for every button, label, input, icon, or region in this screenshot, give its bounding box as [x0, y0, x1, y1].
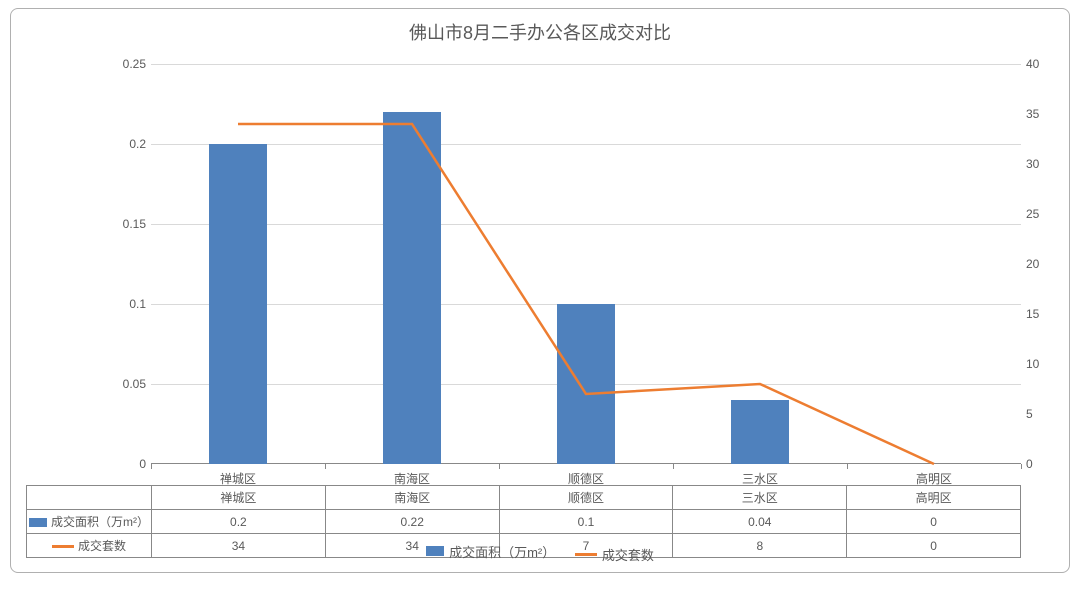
chart-legend: 成交面积（万m²） 成交套数	[11, 542, 1069, 565]
bar-swatch-icon	[426, 546, 444, 556]
y-right-tick-label: 5	[1026, 407, 1056, 421]
table-header-cell: 禅城区	[152, 486, 326, 510]
x-tick	[325, 464, 326, 469]
y-left-tick-label: 0.05	[111, 377, 146, 391]
y-left-tick-label: 0.2	[111, 137, 146, 151]
table-header-cell: 顺德区	[499, 486, 673, 510]
x-tick	[499, 464, 500, 469]
x-tick	[673, 464, 674, 469]
y-axis-right: 0510152025303540	[1026, 64, 1056, 464]
x-tick	[1021, 464, 1022, 469]
y-left-tick-label: 0.1	[111, 297, 146, 311]
table-cell: 0.1	[499, 510, 673, 534]
x-tick	[847, 464, 848, 469]
table-row-head-bar: 成交面积（万m²）	[27, 510, 152, 534]
y-right-tick-label: 25	[1026, 207, 1056, 221]
bar-swatch-icon	[29, 518, 47, 527]
line-series	[151, 64, 1021, 464]
y-left-tick-label: 0.15	[111, 217, 146, 231]
table-corner-cell	[27, 486, 152, 510]
legend-label-bar: 成交面积（万m²）	[449, 542, 555, 561]
line-swatch-icon	[575, 553, 597, 556]
y-right-tick-label: 10	[1026, 357, 1056, 371]
table-cell: 0.04	[673, 510, 847, 534]
table-cell: 0.2	[152, 510, 326, 534]
table-row-label: 成交面积（万m²）	[51, 515, 149, 529]
table-header-cell: 三水区	[673, 486, 847, 510]
table-cell: 0	[847, 510, 1021, 534]
chart-container: 佛山市8月二手办公各区成交对比 0 0.05 0.1 0.15 0.2 0.25 0 5 10…	[10, 8, 1070, 573]
legend-item-line: 成交套数	[575, 545, 654, 564]
y-left-tick-label: 0.25	[111, 57, 146, 71]
y-right-tick-label: 15	[1026, 307, 1056, 321]
y-right-tick-label: 35	[1026, 107, 1056, 121]
y-right-tick-label: 0	[1026, 457, 1056, 471]
table-header-cell: 高明区	[847, 486, 1021, 510]
y-left-tick-label: 0	[111, 457, 146, 471]
legend-item-bar: 成交面积（万m²）	[426, 542, 555, 561]
y-right-tick-label: 30	[1026, 157, 1056, 171]
plot-area: 禅城区南海区顺德区三水区高明区	[151, 64, 1021, 464]
x-tick	[151, 464, 152, 469]
table-cell: 0.22	[325, 510, 499, 534]
y-axis-left: 00.050.10.150.20.25	[111, 64, 146, 464]
chart-title: 佛山市8月二手办公各区成交对比	[11, 9, 1069, 50]
y-right-tick-label: 20	[1026, 257, 1056, 271]
legend-label-line: 成交套数	[602, 545, 654, 564]
table-header-cell: 南海区	[325, 486, 499, 510]
y-right-tick-label: 40	[1026, 57, 1056, 71]
